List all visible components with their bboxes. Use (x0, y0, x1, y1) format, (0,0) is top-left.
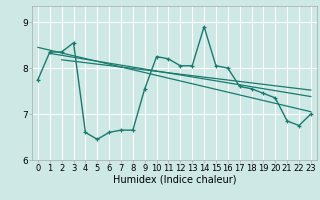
X-axis label: Humidex (Indice chaleur): Humidex (Indice chaleur) (113, 175, 236, 185)
